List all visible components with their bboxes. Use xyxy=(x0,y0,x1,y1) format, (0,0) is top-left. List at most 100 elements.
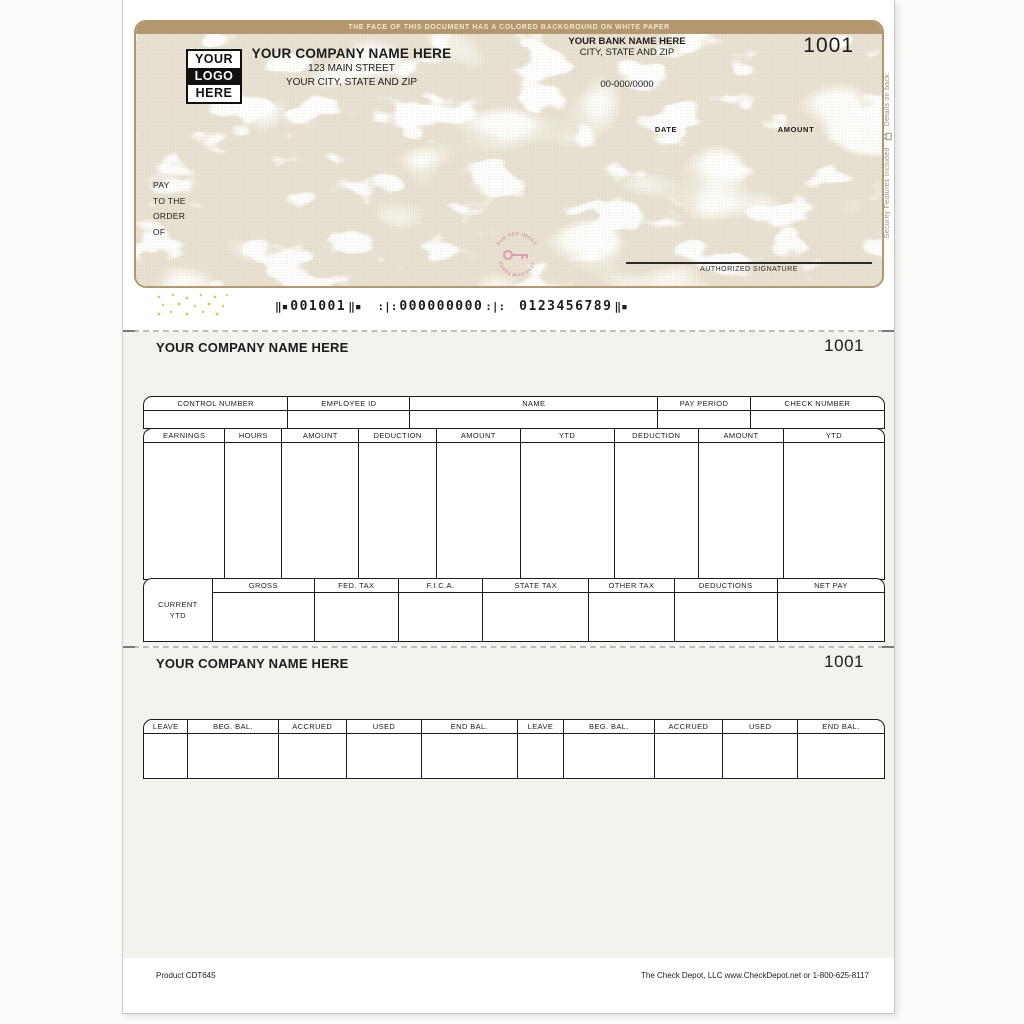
payroll-stub: YOUR COMPANY NAME HERE 1001 CONTROL NUMB… xyxy=(123,332,894,646)
column-header: PAY PERIOD xyxy=(658,397,751,410)
column-header: FED. TAX xyxy=(315,579,399,592)
routing-fraction: 00-000/0000 xyxy=(600,79,654,90)
empty-cell xyxy=(564,734,655,778)
bank-name: YOUR BANK NAME HERE xyxy=(568,36,686,47)
product-code: Product CDT645 xyxy=(156,971,216,980)
column-header: HOURS xyxy=(225,429,283,442)
payee-line-3: ORDER xyxy=(153,211,186,221)
logo-line-2: LOGO xyxy=(188,68,240,85)
details-on-back-label: Details on back. xyxy=(883,71,891,127)
empty-cell xyxy=(723,734,799,778)
column-header: END BAL. xyxy=(422,720,518,733)
column-header: ACCRUED xyxy=(279,720,347,733)
company-address-1: 123 MAIN STREET xyxy=(308,63,395,74)
empty-cell xyxy=(399,593,484,641)
logo-placeholder: YOUR LOGO HERE xyxy=(186,49,242,104)
column-header: DEDUCTION xyxy=(359,429,437,442)
column-header: GROSS xyxy=(213,579,315,592)
column-header: USED xyxy=(347,720,423,733)
seal-text-top: RUB RED IMAGE xyxy=(496,231,538,246)
micr-onus-icon: ‖▪ xyxy=(348,300,362,313)
current-ytd-line-2: YTD xyxy=(169,611,186,620)
key-icon xyxy=(502,249,528,261)
stub-company-name: YOUR COMPANY NAME HERE xyxy=(156,340,349,355)
vendor-info: The Check Depot, LLC www.CheckDepot.net … xyxy=(641,971,869,980)
padlock-icon xyxy=(882,132,892,141)
current-ytd-table: CURRENT YTD GROSS FED. TAX F.I.C.A. STAT… xyxy=(143,578,885,642)
empty-cell xyxy=(188,734,279,778)
column-header: DEDUCTION xyxy=(615,429,699,442)
empty-cell xyxy=(144,443,226,579)
column-header: YTD xyxy=(521,429,615,442)
empty-cell xyxy=(778,593,884,641)
column-header: LEAVE xyxy=(518,720,565,733)
leave-stub: YOUR COMPANY NAME HERE 1001 LEAVE BEG. B… xyxy=(123,648,894,958)
empty-cell xyxy=(422,734,518,778)
column-header: CHECK NUMBER xyxy=(784,399,851,408)
seal-text-bottom: FADES WITH HEAT xyxy=(498,261,536,278)
empty-cell xyxy=(658,411,751,428)
security-dots xyxy=(157,293,229,316)
empty-cell xyxy=(784,443,884,579)
amount-label: AMOUNT xyxy=(777,125,815,134)
empty-cell xyxy=(225,443,283,579)
svg-text:RUB RED IMAGE: RUB RED IMAGE xyxy=(496,231,539,246)
marble-background xyxy=(136,22,882,286)
current-ytd-label: CURRENT YTD xyxy=(144,579,213,641)
authorized-signature-label: AUTHORIZED SIGNATURE xyxy=(700,266,798,273)
employee-info-table: CONTROL NUMBER EMPLOYEE ID NAME PAY PERI… xyxy=(143,396,885,429)
heat-sensitive-seal: RUB RED IMAGE FADES WITH HEAT xyxy=(496,231,539,278)
column-header: EMPLOYEE ID xyxy=(288,397,411,410)
column-header: DEDUCTIONS xyxy=(675,579,778,592)
empty-cell xyxy=(699,443,785,579)
halftone-texture xyxy=(136,22,882,286)
security-features-label: Security Features Included xyxy=(883,147,891,239)
pay-to-the-order-of: PAY TO THE ORDER OF xyxy=(153,178,186,240)
empty-cell xyxy=(675,593,778,641)
stub-check-number: 1001 xyxy=(824,652,864,671)
signature-line: AUTHORIZED SIGNATURE xyxy=(626,262,872,273)
current-ytd-line-1: CURRENT xyxy=(158,600,198,609)
micr-line: ‖▪ 001001 ‖▪ :|: 000000000 :|: 012345678… xyxy=(273,299,630,314)
empty-cell xyxy=(288,411,411,428)
company-block: YOUR COMPANY NAME HERE 123 MAIN STREET Y… xyxy=(249,46,454,89)
colored-background-banner: THE FACE OF THIS DOCUMENT HAS A COLORED … xyxy=(136,22,882,34)
logo-line-1: YOUR xyxy=(194,52,234,66)
payee-line-1: PAY xyxy=(153,180,170,190)
empty-cell xyxy=(615,443,699,579)
svg-text:FADES WITH HEAT: FADES WITH HEAT xyxy=(498,261,537,278)
empty-cell xyxy=(144,411,289,428)
bank-address: CITY, STATE AND ZIP xyxy=(579,47,675,58)
empty-cell xyxy=(315,593,399,641)
empty-cell xyxy=(282,443,360,579)
logo-line-3: HERE xyxy=(195,86,233,100)
perforation-line-2 xyxy=(123,646,894,648)
empty-cell xyxy=(655,734,724,778)
micr-routing-number: 000000000 xyxy=(399,299,484,314)
column-header: EARNINGS xyxy=(144,429,226,442)
column-header: END BAL. xyxy=(822,722,860,731)
empty-cell xyxy=(483,593,590,641)
empty-cell xyxy=(521,443,615,579)
bank-block: YOUR BANK NAME HERE CITY, STATE AND ZIP … xyxy=(522,36,732,90)
empty-cell xyxy=(144,734,189,778)
column-header: AMOUNT xyxy=(282,429,360,442)
company-name: YOUR COMPANY NAME HERE xyxy=(251,46,452,61)
micr-transit-icon: :|: xyxy=(485,300,506,313)
empty-cell xyxy=(798,734,884,778)
document-page: THE FACE OF THIS DOCUMENT HAS A COLORED … xyxy=(122,0,895,1014)
column-header: NAME xyxy=(410,397,659,410)
column-header: STATE TAX xyxy=(483,579,590,592)
column-header: YTD xyxy=(825,431,843,440)
empty-cell xyxy=(410,411,659,428)
empty-cell xyxy=(518,734,565,778)
company-address-2: YOUR CITY, STATE AND ZIP xyxy=(285,77,418,88)
empty-cell xyxy=(279,734,347,778)
column-header: ACCRUED xyxy=(655,720,724,733)
column-header: AMOUNT xyxy=(699,429,785,442)
micr-account-number: 0123456789 xyxy=(519,299,613,314)
micr-onus-icon: ‖▪ xyxy=(614,300,628,313)
empty-cell xyxy=(751,411,884,428)
micr-transit-icon: :|: xyxy=(377,300,398,313)
leave-balance-table: LEAVE BEG. BAL. ACCRUED USED END BAL. LE… xyxy=(143,719,885,779)
